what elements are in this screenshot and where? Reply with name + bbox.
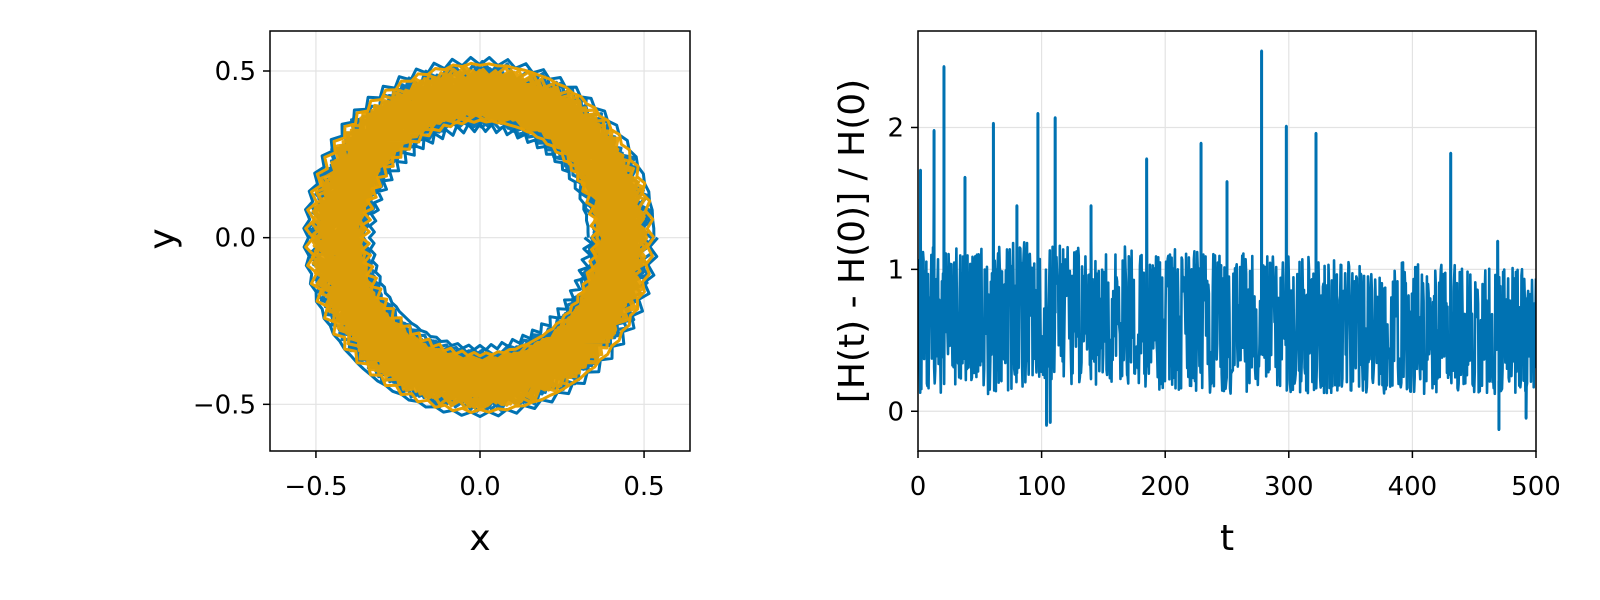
energy-error-x-axis-label: t <box>1220 518 1234 559</box>
phase-space-y-tick-label: 0.0 <box>215 224 256 254</box>
energy-error-x-tick-label: 400 <box>1388 472 1438 502</box>
energy-error-y-ticks: 0 1 2 <box>887 113 918 427</box>
phase-space-x-tick-label: 0.5 <box>623 472 664 502</box>
phase-space-trajectory-2-edge <box>304 61 656 414</box>
energy-error-y-tick-label: 0 <box>887 397 904 427</box>
energy-error-x-ticks: 0 100 200 300 400 500 <box>910 451 1561 502</box>
phase-space-x-tick-label: −0.5 <box>284 472 347 502</box>
phase-space-x-axis-label: x <box>469 518 490 559</box>
energy-error-x-tick-label: 0 <box>910 472 927 502</box>
phase-space-y-tick-label: −0.5 <box>193 390 256 420</box>
phase-space-trajectory-2 <box>310 64 649 411</box>
energy-error-x-tick-label: 500 <box>1511 472 1561 502</box>
phase-space-x-ticks: −0.5 0.0 0.5 <box>284 451 665 502</box>
energy-error-y-tick-label: 2 <box>887 113 904 143</box>
phase-space-trajectory-2-edge <box>359 118 600 358</box>
energy-error-line <box>918 49 1536 432</box>
phase-space-x-tick-label: 0.0 <box>459 472 500 502</box>
energy-error-y-axis-label: [H(t) - H(0)] / H(0) <box>832 79 873 403</box>
energy-error-y-tick-label: 1 <box>887 255 904 285</box>
phase-space-chart: −0.5 0.0 0.5 −0.5 0.0 0.5 x y <box>142 30 691 559</box>
phase-space-y-axis-label: y <box>142 228 183 249</box>
energy-error-series <box>918 49 1536 432</box>
energy-error-x-tick-label: 100 <box>1017 472 1067 502</box>
energy-error-x-tick-label: 300 <box>1264 472 1314 502</box>
phase-space-y-tick-label: 0.5 <box>215 57 256 87</box>
energy-error-chart: 0 100 200 300 400 500 0 1 2 t [H(t) - H(0)] / H… <box>832 30 1561 559</box>
phase-space-trajectory-1-edge <box>367 122 594 352</box>
energy-error-plot-frame <box>917 30 1537 452</box>
phase-space-series <box>302 55 659 419</box>
phase-space-y-ticks: −0.5 0.0 0.5 <box>193 57 270 420</box>
energy-error-x-tick-label: 200 <box>1140 472 1190 502</box>
